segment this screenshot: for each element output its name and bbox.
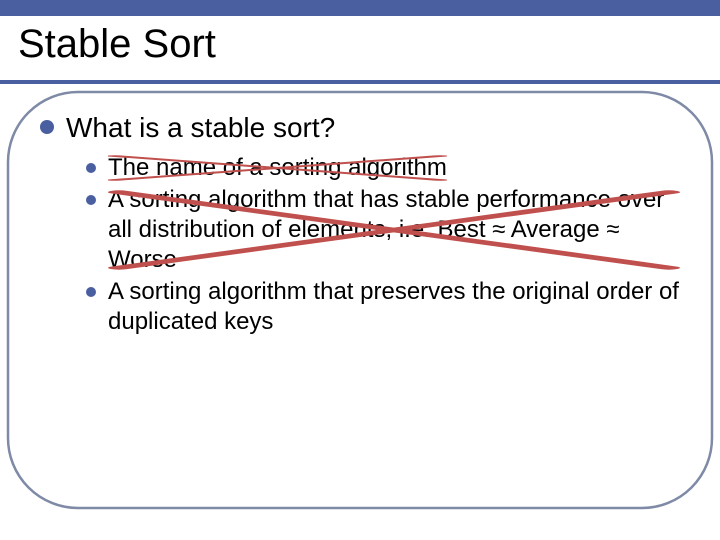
list-item: A sorting algorithm that preserves the o… [86,277,680,337]
slide-body: What is a stable sort? The name of a sor… [40,110,680,339]
title-underline [0,80,720,84]
option-text: The name of a sorting algorithm [108,154,447,181]
option-text: A sorting algorithm that preserves the o… [108,278,679,335]
option-wrap-0: The name of a sorting algorithm [108,153,447,183]
option-wrap-1: A sorting algorithm that has stable perf… [108,185,680,275]
options-list: The name of a sorting algorithm A sortin… [86,153,680,337]
slide-title: Stable Sort [18,22,216,67]
list-item: A sorting algorithm that has stable perf… [86,185,680,275]
list-item: The name of a sorting algorithm [86,153,680,183]
main-bullet: What is a stable sort? [40,110,680,145]
slide: Stable Sort What is a stable sort? The n… [0,0,720,540]
top-accent-bar [0,0,720,16]
option-text: A sorting algorithm that has stable perf… [108,186,664,273]
question-text: What is a stable sort? [66,112,335,143]
